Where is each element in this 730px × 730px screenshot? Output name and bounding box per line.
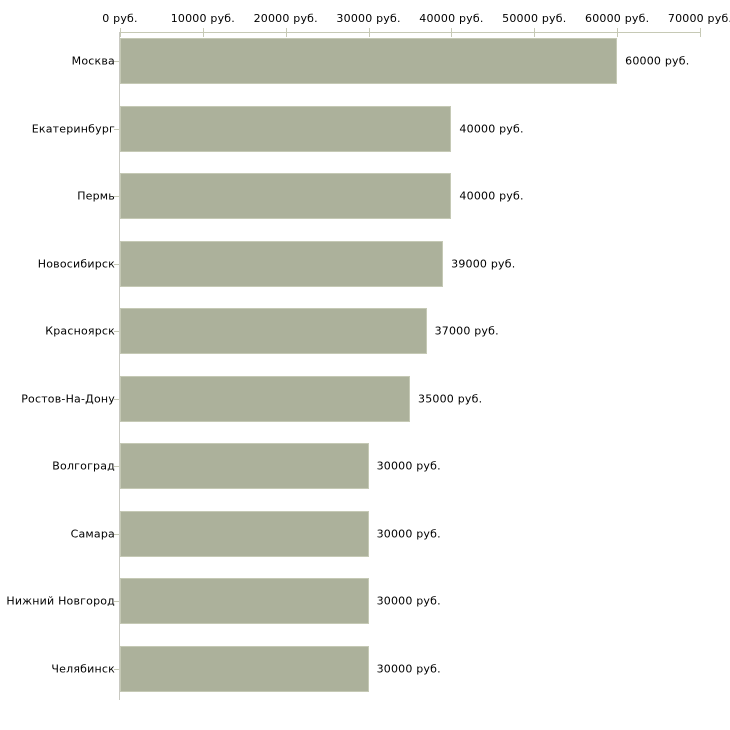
category-label: Ростов-На-Дону <box>21 392 115 405</box>
y-axis-tick <box>114 466 119 467</box>
x-axis-tick-label: 30000 руб. <box>336 12 401 25</box>
value-label: 60000 руб. <box>625 54 690 68</box>
category-label: Новосибирск <box>37 257 115 270</box>
bar <box>120 105 452 152</box>
category-label: Волгоград <box>52 459 115 473</box>
y-axis-tick <box>114 196 119 197</box>
bar <box>120 645 369 692</box>
x-axis-tick <box>617 28 619 37</box>
bar <box>120 375 410 422</box>
value-label: 35000 руб. <box>418 392 483 405</box>
category-label: Красноярск <box>45 324 115 338</box>
x-axis-line <box>120 32 701 33</box>
bar <box>120 240 444 287</box>
value-label: 39000 руб. <box>451 257 516 270</box>
category-label: Самара <box>70 527 115 540</box>
value-label: 40000 руб. <box>459 122 524 135</box>
x-axis-tick-label: 50000 руб. <box>502 12 567 25</box>
x-axis-tick <box>202 28 204 37</box>
y-axis-tick <box>114 263 119 265</box>
value-label: 40000 руб. <box>459 189 524 203</box>
category-label: Нижний Новгород <box>6 594 115 608</box>
y-axis-tick <box>114 331 119 332</box>
x-axis-tick <box>451 28 453 37</box>
value-label: 30000 руб. <box>376 459 441 473</box>
x-axis-tick <box>120 28 121 37</box>
y-axis-tick <box>114 533 119 535</box>
value-label: 30000 руб. <box>376 662 441 675</box>
value-label: 30000 руб. <box>376 594 441 608</box>
y-axis-tick <box>114 668 119 670</box>
bar <box>120 578 369 624</box>
value-label: 30000 руб. <box>376 527 441 540</box>
x-axis-tick-label: 40000 руб. <box>419 12 484 25</box>
category-label: Екатеринбург <box>31 122 115 135</box>
y-axis-tick <box>114 601 119 602</box>
bar <box>120 308 427 354</box>
y-axis-tick <box>114 61 119 62</box>
value-label: 37000 руб. <box>434 324 499 338</box>
category-label: Челябинск <box>51 662 115 675</box>
x-axis-tick-label: 60000 руб. <box>585 12 650 25</box>
x-axis-tick-label: 20000 руб. <box>253 12 318 25</box>
x-axis-tick <box>700 28 701 37</box>
y-axis-tick <box>114 128 119 130</box>
category-label: Москва <box>71 54 115 68</box>
x-axis-tick-label: 10000 руб. <box>170 12 235 25</box>
category-label: Пермь <box>77 189 115 203</box>
bar <box>120 38 618 84</box>
bar <box>120 173 452 219</box>
x-axis-tick <box>285 28 287 37</box>
x-axis-tick <box>534 28 536 37</box>
y-axis-tick <box>114 398 119 400</box>
bar <box>120 510 369 557</box>
x-axis-tick <box>368 28 370 37</box>
y-axis-line <box>119 32 120 700</box>
x-axis-tick-label: 70000 руб. <box>667 12 730 25</box>
x-axis-tick-label: 0 руб. <box>102 12 138 25</box>
bar <box>120 443 369 489</box>
